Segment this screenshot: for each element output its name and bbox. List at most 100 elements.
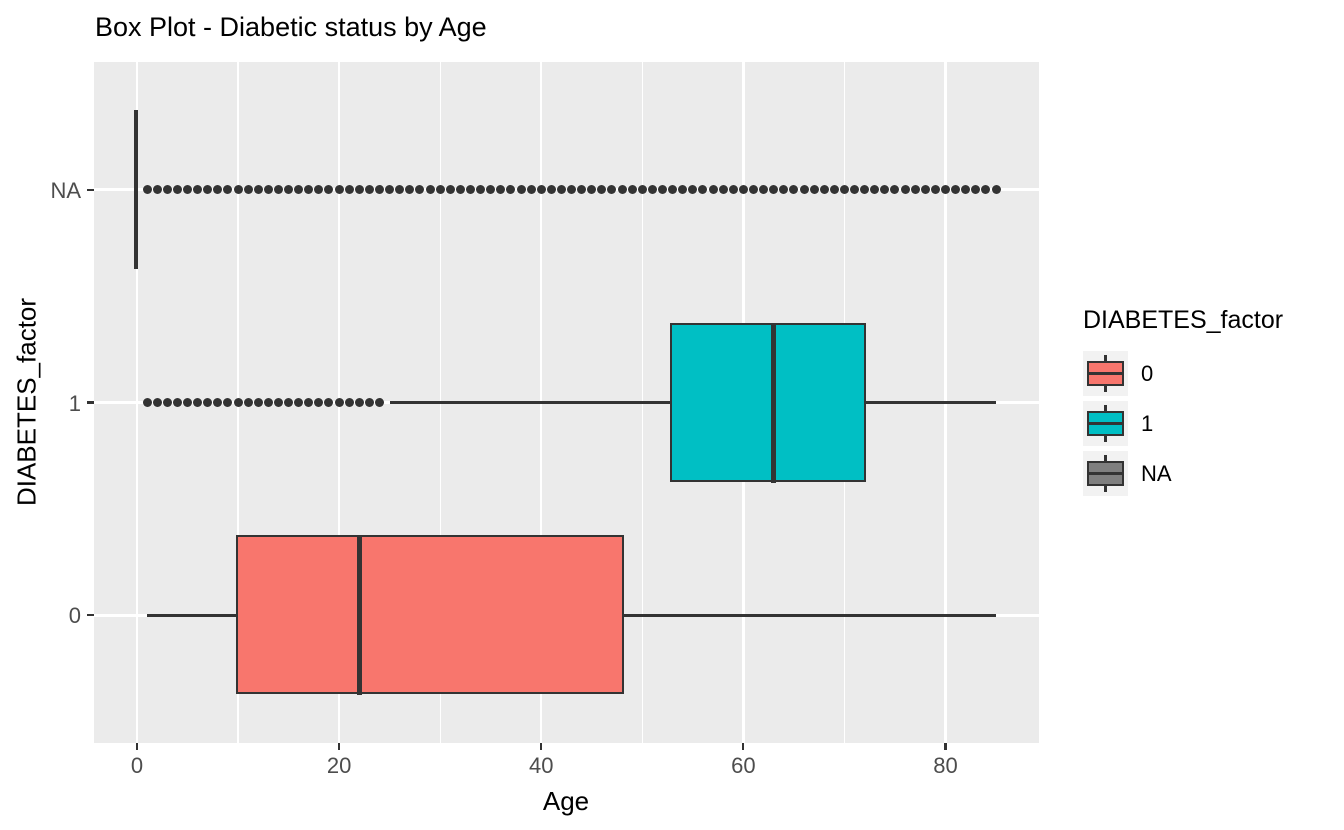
y-axis-title: DIABETES_factor	[11, 297, 42, 507]
outlier-dot	[263, 185, 273, 195]
x-tick-label: 0	[130, 753, 144, 778]
outlier-dot	[273, 398, 283, 407]
y-tick-label: NA	[50, 177, 81, 203]
x-tick-label: 60	[731, 753, 756, 778]
outlier-dot	[567, 185, 577, 195]
outlier-dot	[465, 185, 475, 195]
legend-median-line	[1087, 372, 1124, 375]
outlier-dot	[819, 185, 829, 195]
outlier-dot	[253, 398, 263, 407]
outlier-dot	[233, 398, 243, 407]
outlier-dot	[476, 185, 486, 195]
x-axis-title: Age	[542, 786, 590, 816]
outlier-dot	[395, 185, 405, 195]
outlier-dot	[799, 185, 809, 195]
outlier-dot	[354, 185, 364, 195]
outlier-dot	[354, 398, 364, 407]
outlier-dot	[961, 185, 971, 195]
outlier-dot	[617, 185, 627, 195]
legend-label: 0	[1141, 360, 1154, 386]
x-tick-mark	[135, 743, 139, 750]
box-0	[235, 535, 624, 695]
outlier-dot	[334, 185, 344, 195]
median-line	[357, 535, 362, 696]
outlier-dot	[839, 185, 849, 195]
x-tick-label: 20	[326, 753, 352, 778]
outlier-dot	[142, 185, 152, 195]
plot-panel	[94, 62, 1039, 743]
legend: DIABETES_factor 0 1 NA	[1083, 306, 1283, 501]
outlier-dot	[890, 185, 900, 195]
outlier-dot	[415, 185, 425, 195]
outlier-dot	[526, 185, 536, 195]
outlier-dot	[324, 398, 334, 407]
outlier-dot	[375, 185, 385, 195]
outlier-dot	[334, 398, 344, 407]
legend-median-line	[1087, 472, 1124, 475]
outlier-dot	[829, 185, 839, 195]
box-1	[670, 322, 867, 482]
outlier-dot	[678, 185, 688, 195]
outlier-dot	[193, 398, 203, 407]
outlier-dot	[142, 398, 152, 407]
x-tick-label: 80	[933, 753, 958, 778]
outlier-dot	[516, 185, 526, 195]
outlier-dot	[223, 398, 233, 407]
whisker-upper	[622, 614, 997, 617]
x-tick-mark	[944, 743, 947, 750]
outlier-dot	[941, 185, 950, 195]
outlier-dot	[182, 398, 192, 407]
outlier-dot	[344, 398, 354, 407]
outlier-dot	[445, 185, 455, 195]
outlier-dot	[172, 185, 182, 195]
outlier-dot	[738, 185, 748, 195]
box-NA	[134, 109, 139, 269]
outlier-dot	[860, 185, 870, 195]
outlier-dot	[930, 185, 940, 195]
x-tick-mark	[540, 743, 543, 750]
outlier-dot	[769, 185, 779, 195]
outlier-dot	[607, 185, 617, 195]
outlier-dot	[920, 185, 930, 195]
outlier-dot	[718, 185, 728, 195]
outlier-dot	[910, 185, 920, 195]
gridline-major	[94, 188, 1039, 191]
outlier-dot	[728, 185, 738, 195]
outlier-dot	[627, 185, 637, 195]
outlier-dot	[223, 185, 233, 195]
outlier-dot	[597, 185, 607, 195]
outlier-dot	[344, 185, 354, 195]
whisker-upper	[864, 401, 997, 404]
outlier-dot	[698, 185, 708, 195]
chart-title: Box Plot - Diabetic status by Age	[95, 12, 487, 42]
outlier-dot	[789, 185, 799, 195]
outlier-dot	[900, 185, 910, 195]
outlier-dot	[496, 185, 506, 195]
outlier-dot	[243, 398, 253, 407]
outlier-dot	[263, 398, 273, 407]
median-line	[771, 322, 776, 483]
legend-item: 1	[1083, 401, 1283, 446]
outlier-dot	[375, 398, 385, 407]
outlier-dot	[304, 185, 314, 195]
legend-items: 0 1 NA	[1083, 351, 1283, 496]
outlier-dot	[152, 398, 162, 407]
outlier-dot	[981, 185, 991, 195]
outlier-dot	[991, 185, 1001, 195]
legend-key-1	[1083, 401, 1128, 446]
legend-title: DIABETES_factor	[1083, 306, 1284, 334]
outlier-dot	[637, 185, 647, 195]
legend-key-NA	[1083, 451, 1128, 496]
outlier-dot	[536, 185, 546, 195]
legend-item: NA	[1083, 451, 1283, 496]
y-tick-label: 1	[68, 390, 81, 416]
outlier-dot	[506, 185, 516, 195]
outlier-dot	[294, 185, 304, 195]
outlier-dot	[850, 185, 860, 195]
outlier-dot	[779, 185, 789, 195]
outlier-dot	[688, 185, 698, 195]
legend-label: NA	[1141, 460, 1172, 486]
outlier-dot	[314, 398, 324, 407]
outlier-dot	[546, 185, 556, 195]
